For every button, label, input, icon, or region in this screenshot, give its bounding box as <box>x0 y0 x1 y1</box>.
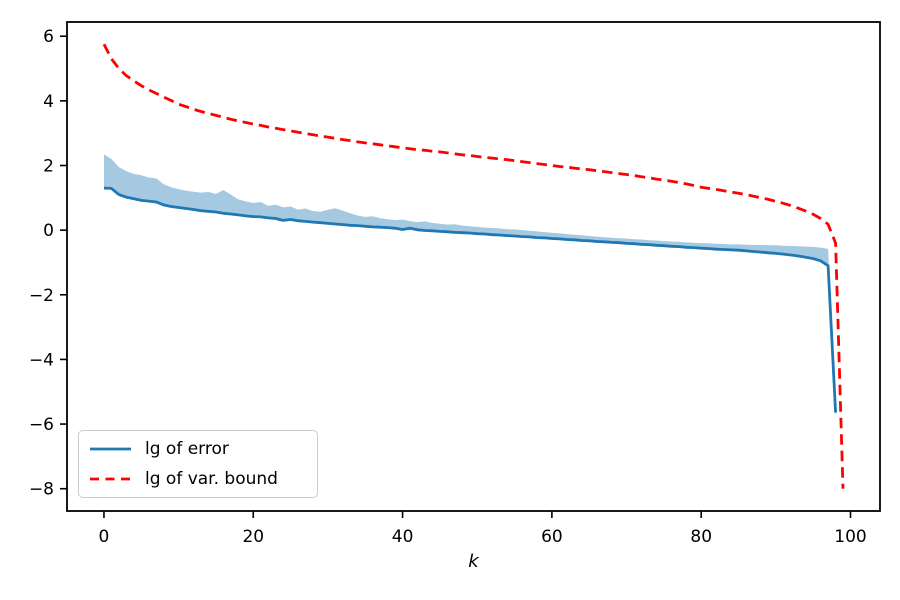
x-tick-label: 0 <box>99 527 110 547</box>
error-band <box>104 154 836 413</box>
error-line <box>103 186 837 413</box>
x-tick-label: 60 <box>541 527 563 547</box>
legend-item-var-bound: lg of var. bound <box>89 467 307 491</box>
y-tick-label: −8 <box>29 480 54 500</box>
x-tick-label: 80 <box>690 527 712 547</box>
x-axis-label: k <box>468 551 479 572</box>
var-bound-line-sample-icon <box>90 477 131 481</box>
x-tick-label: 100 <box>834 527 866 547</box>
error-line-sample-icon <box>90 447 131 451</box>
legend-label-error: lg of error <box>145 439 229 459</box>
y-tick-label: 6 <box>43 27 54 47</box>
y-tick-label: −6 <box>29 415 54 435</box>
axes-spines <box>66 21 881 512</box>
x-tick-label: 20 <box>242 527 264 547</box>
legend: lg of error lg of var. bound <box>78 430 318 498</box>
x-tick-label: 40 <box>392 527 414 547</box>
var-bound-line <box>102 43 845 489</box>
y-tick-label: 2 <box>43 157 54 177</box>
legend-item-error: lg of error <box>89 437 307 461</box>
y-tick-label: 0 <box>43 221 54 241</box>
y-tick-label: −4 <box>29 350 54 370</box>
y-tick-label: 4 <box>43 92 54 112</box>
legend-label-var-bound: lg of var. bound <box>145 469 278 489</box>
y-tick-label: −2 <box>29 286 54 306</box>
